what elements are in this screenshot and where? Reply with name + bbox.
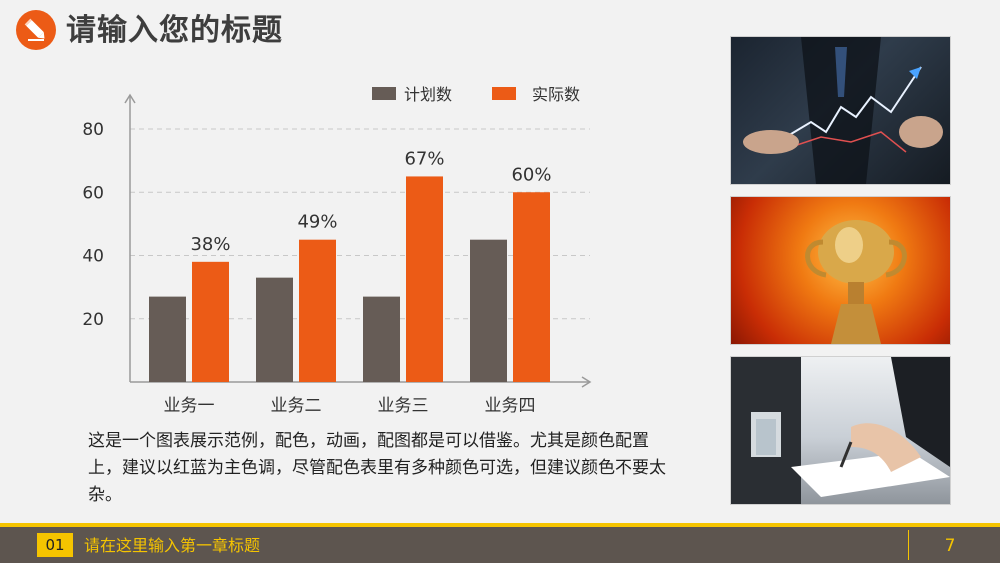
pencil-icon [24, 18, 45, 41]
meeting-photo [730, 356, 951, 505]
x-tick-label: 业务四 [485, 396, 536, 416]
chapter-number: 01 [37, 533, 73, 557]
x-axis-arrow [581, 376, 592, 388]
bar-actual [513, 192, 550, 382]
data-label: 49% [297, 212, 337, 233]
bar-planned [149, 296, 186, 382]
x-tick-label: 业务三 [378, 396, 429, 416]
y-tick-label: 80 [82, 120, 104, 140]
data-label: 67% [404, 148, 444, 169]
footer-accent-line [0, 523, 1000, 527]
bar-actual [192, 261, 229, 382]
description-text: 这是一个图表展示范例，配色，动画，配图都是可以借鉴。尤其是颜色配置上，建议以红蓝… [88, 431, 666, 505]
bar-chart: 20 40 60 80 38% 业务一 49% 业务二 67% 业务三 60% 业务四 计划数 实际数 [82, 85, 592, 416]
data-label: 38% [190, 234, 230, 255]
y-tick-label: 20 [82, 310, 104, 330]
y-tick-label: 60 [82, 183, 104, 203]
bar-planned [256, 277, 293, 382]
y-tick-label: 40 [82, 247, 104, 267]
footer-bar [0, 527, 1000, 563]
bar-planned [470, 239, 507, 382]
bar-planned [363, 296, 400, 382]
data-label: 60% [511, 164, 551, 185]
x-tick-label: 业务一 [164, 396, 215, 416]
page-number: 7 [944, 536, 956, 556]
footer-divider [908, 530, 909, 560]
x-tick-label: 业务二 [271, 396, 322, 416]
title-icon-badge [16, 10, 56, 50]
bar-actual [299, 239, 336, 382]
chapter-title: 请在这里输入第一章标题 [84, 536, 261, 555]
legend-label: 实际数 [532, 85, 580, 104]
legend-swatch [492, 87, 516, 100]
business-growth-photo [730, 36, 951, 185]
page-title: 请输入您的标题 [66, 13, 283, 48]
legend-label: 计划数 [404, 85, 452, 104]
trophy-photo [730, 196, 951, 345]
legend-swatch [372, 87, 396, 100]
y-axis-arrow [124, 93, 136, 104]
bar-actual [406, 176, 443, 382]
